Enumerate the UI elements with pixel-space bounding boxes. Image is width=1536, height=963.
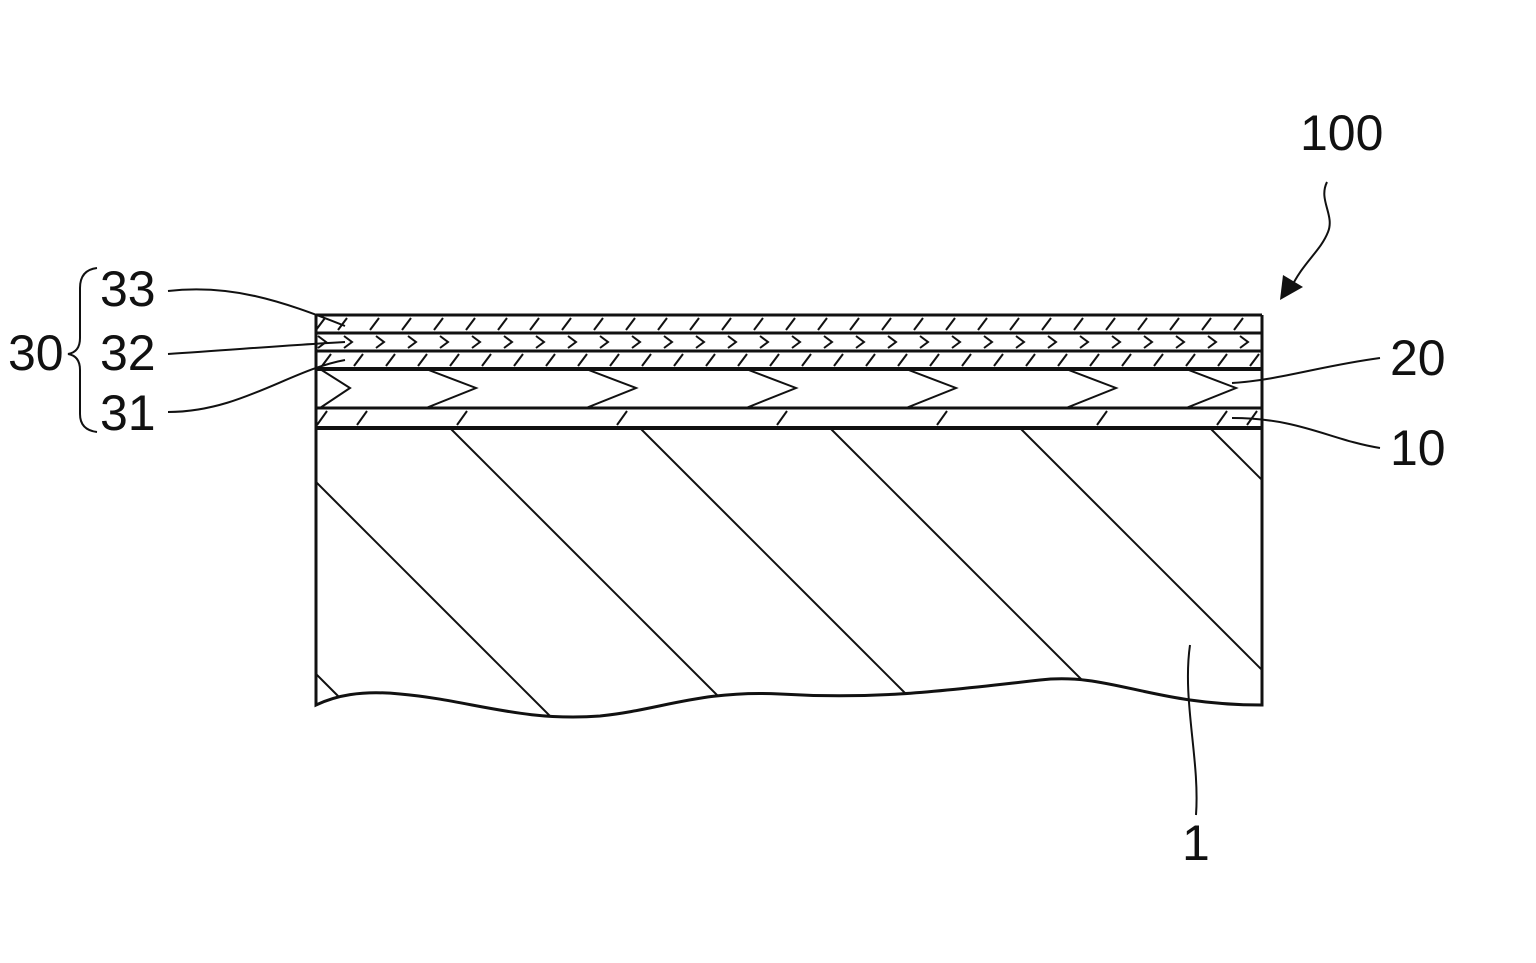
leader-31 xyxy=(168,360,345,412)
layer-31 xyxy=(322,354,1259,366)
label-layer-10: 10 xyxy=(1390,420,1446,476)
leader-10 xyxy=(1232,418,1380,448)
layer-10 xyxy=(317,411,1257,425)
layer-32 xyxy=(318,336,1248,348)
leader-1 xyxy=(1188,645,1197,815)
label-layer-33: 33 xyxy=(100,261,156,317)
layer-boundaries xyxy=(316,315,1262,428)
label-layer-31: 31 xyxy=(100,385,156,441)
leader-33 xyxy=(168,289,345,326)
group-brace xyxy=(68,268,97,432)
layer-20 xyxy=(320,369,1236,408)
label-substrate: 1 xyxy=(1182,815,1210,871)
assembly-arrow xyxy=(1280,182,1330,300)
label-layer-32: 32 xyxy=(100,325,156,381)
label-layer-20: 20 xyxy=(1390,330,1446,386)
label-group: 30 xyxy=(8,325,64,381)
label-assembly: 100 xyxy=(1300,105,1383,161)
layer-33 xyxy=(316,318,1243,330)
substrate-layer xyxy=(316,428,1536,768)
